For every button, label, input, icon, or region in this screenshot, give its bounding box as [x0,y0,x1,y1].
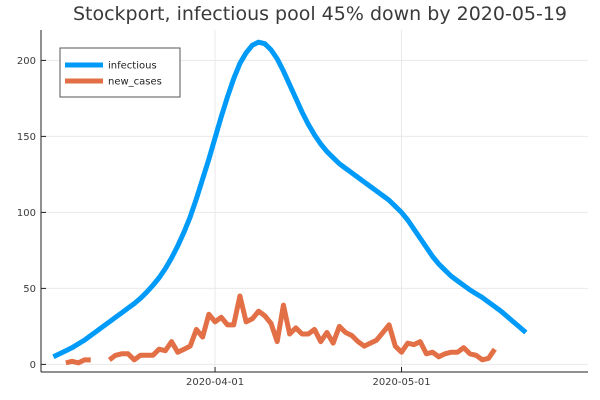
series-line-infectious [52,39,528,360]
chart-title: Stockport, infectious pool 45% down by 2… [73,3,567,25]
legend-label-infectious: infectious [108,61,157,72]
legend-label-new-cases: new_cases [108,77,162,88]
axes [40,30,588,373]
y-tick-label-0: 0 [30,360,36,371]
legend-box [59,47,181,98]
x-tick-label-1: 2020-05-01 [372,377,430,388]
y-tick-label-2: 100 [17,208,36,219]
x-tick-label-0: 2020-04-01 [186,377,244,388]
y-tick-label-1: 50 [23,284,36,295]
series-line-new-cases [65,293,497,366]
plot-area [52,39,528,366]
y-tick-label-3: 150 [17,132,36,143]
legend: infectious new_cases [59,47,181,98]
y-tick-label-4: 200 [17,56,36,67]
tick-labels: 0 50 100 150 200 2020-04-01 2020-05-01 [17,56,431,388]
